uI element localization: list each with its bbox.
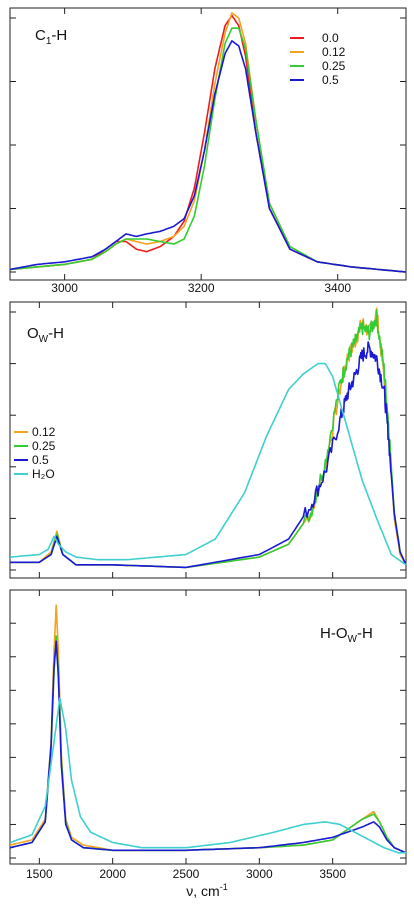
legend-label-0.25: 0.25 bbox=[32, 439, 56, 453]
legend-label-h2o: H₂O bbox=[32, 467, 55, 481]
series-line-HO bbox=[9, 697, 407, 854]
x-tick-label: 3000 bbox=[51, 281, 78, 295]
x-tick-label: 3500 bbox=[319, 867, 346, 881]
x-axis-label: ν, cm-1 bbox=[186, 882, 227, 899]
panel-ow-h: OW-H 0.12 0.25 0.5 H₂O bbox=[9, 301, 407, 579]
x-tick-label: 2000 bbox=[99, 867, 126, 881]
x-tick-label: 2500 bbox=[173, 867, 200, 881]
legend-label-0.5: 0.5 bbox=[322, 73, 339, 87]
x-tick-label: 1500 bbox=[26, 867, 53, 881]
series-line-HO bbox=[9, 362, 407, 566]
series-line-0.5 bbox=[9, 640, 407, 854]
panel-c1-h-legend: 0.0 0.12 0.25 0.5 bbox=[290, 31, 346, 87]
series-line-0.12 bbox=[10, 307, 407, 569]
panel-c1-h: C1-H 0.0 0.12 0.25 0.5 bbox=[9, 7, 407, 281]
x-tick-label: 3400 bbox=[324, 281, 351, 295]
legend-label-0.12: 0.12 bbox=[32, 425, 56, 439]
series-line-0.5 bbox=[9, 40, 407, 273]
panel-h-ow-h-frame bbox=[9, 589, 407, 865]
legend-label-0.25: 0.25 bbox=[322, 59, 346, 73]
series-line-0.5 bbox=[10, 341, 407, 569]
panel-c1-h-frame bbox=[9, 7, 407, 281]
x-tick-label: 3000 bbox=[246, 867, 273, 881]
series-line-0.25 bbox=[10, 309, 407, 569]
legend-label-0.12: 0.12 bbox=[322, 45, 346, 59]
panel-ow-h-legend: 0.12 0.25 0.5 H₂O bbox=[14, 425, 56, 481]
x-tick-label: 3200 bbox=[188, 281, 215, 295]
panel-h-ow-h: H-OW-H bbox=[9, 589, 407, 865]
legend-label-0.0: 0.0 bbox=[322, 31, 339, 45]
series-line-0.25 bbox=[9, 27, 407, 273]
panel-ow-h-label: OW-H bbox=[27, 325, 64, 345]
panel-c1-h-label: C1-H bbox=[35, 27, 67, 47]
series-line-0.25 bbox=[9, 635, 407, 854]
panel-h-ow-h-label: H-OW-H bbox=[320, 625, 373, 645]
legend-label-0.5: 0.5 bbox=[32, 453, 49, 467]
panel-ow-h-frame bbox=[9, 301, 407, 579]
